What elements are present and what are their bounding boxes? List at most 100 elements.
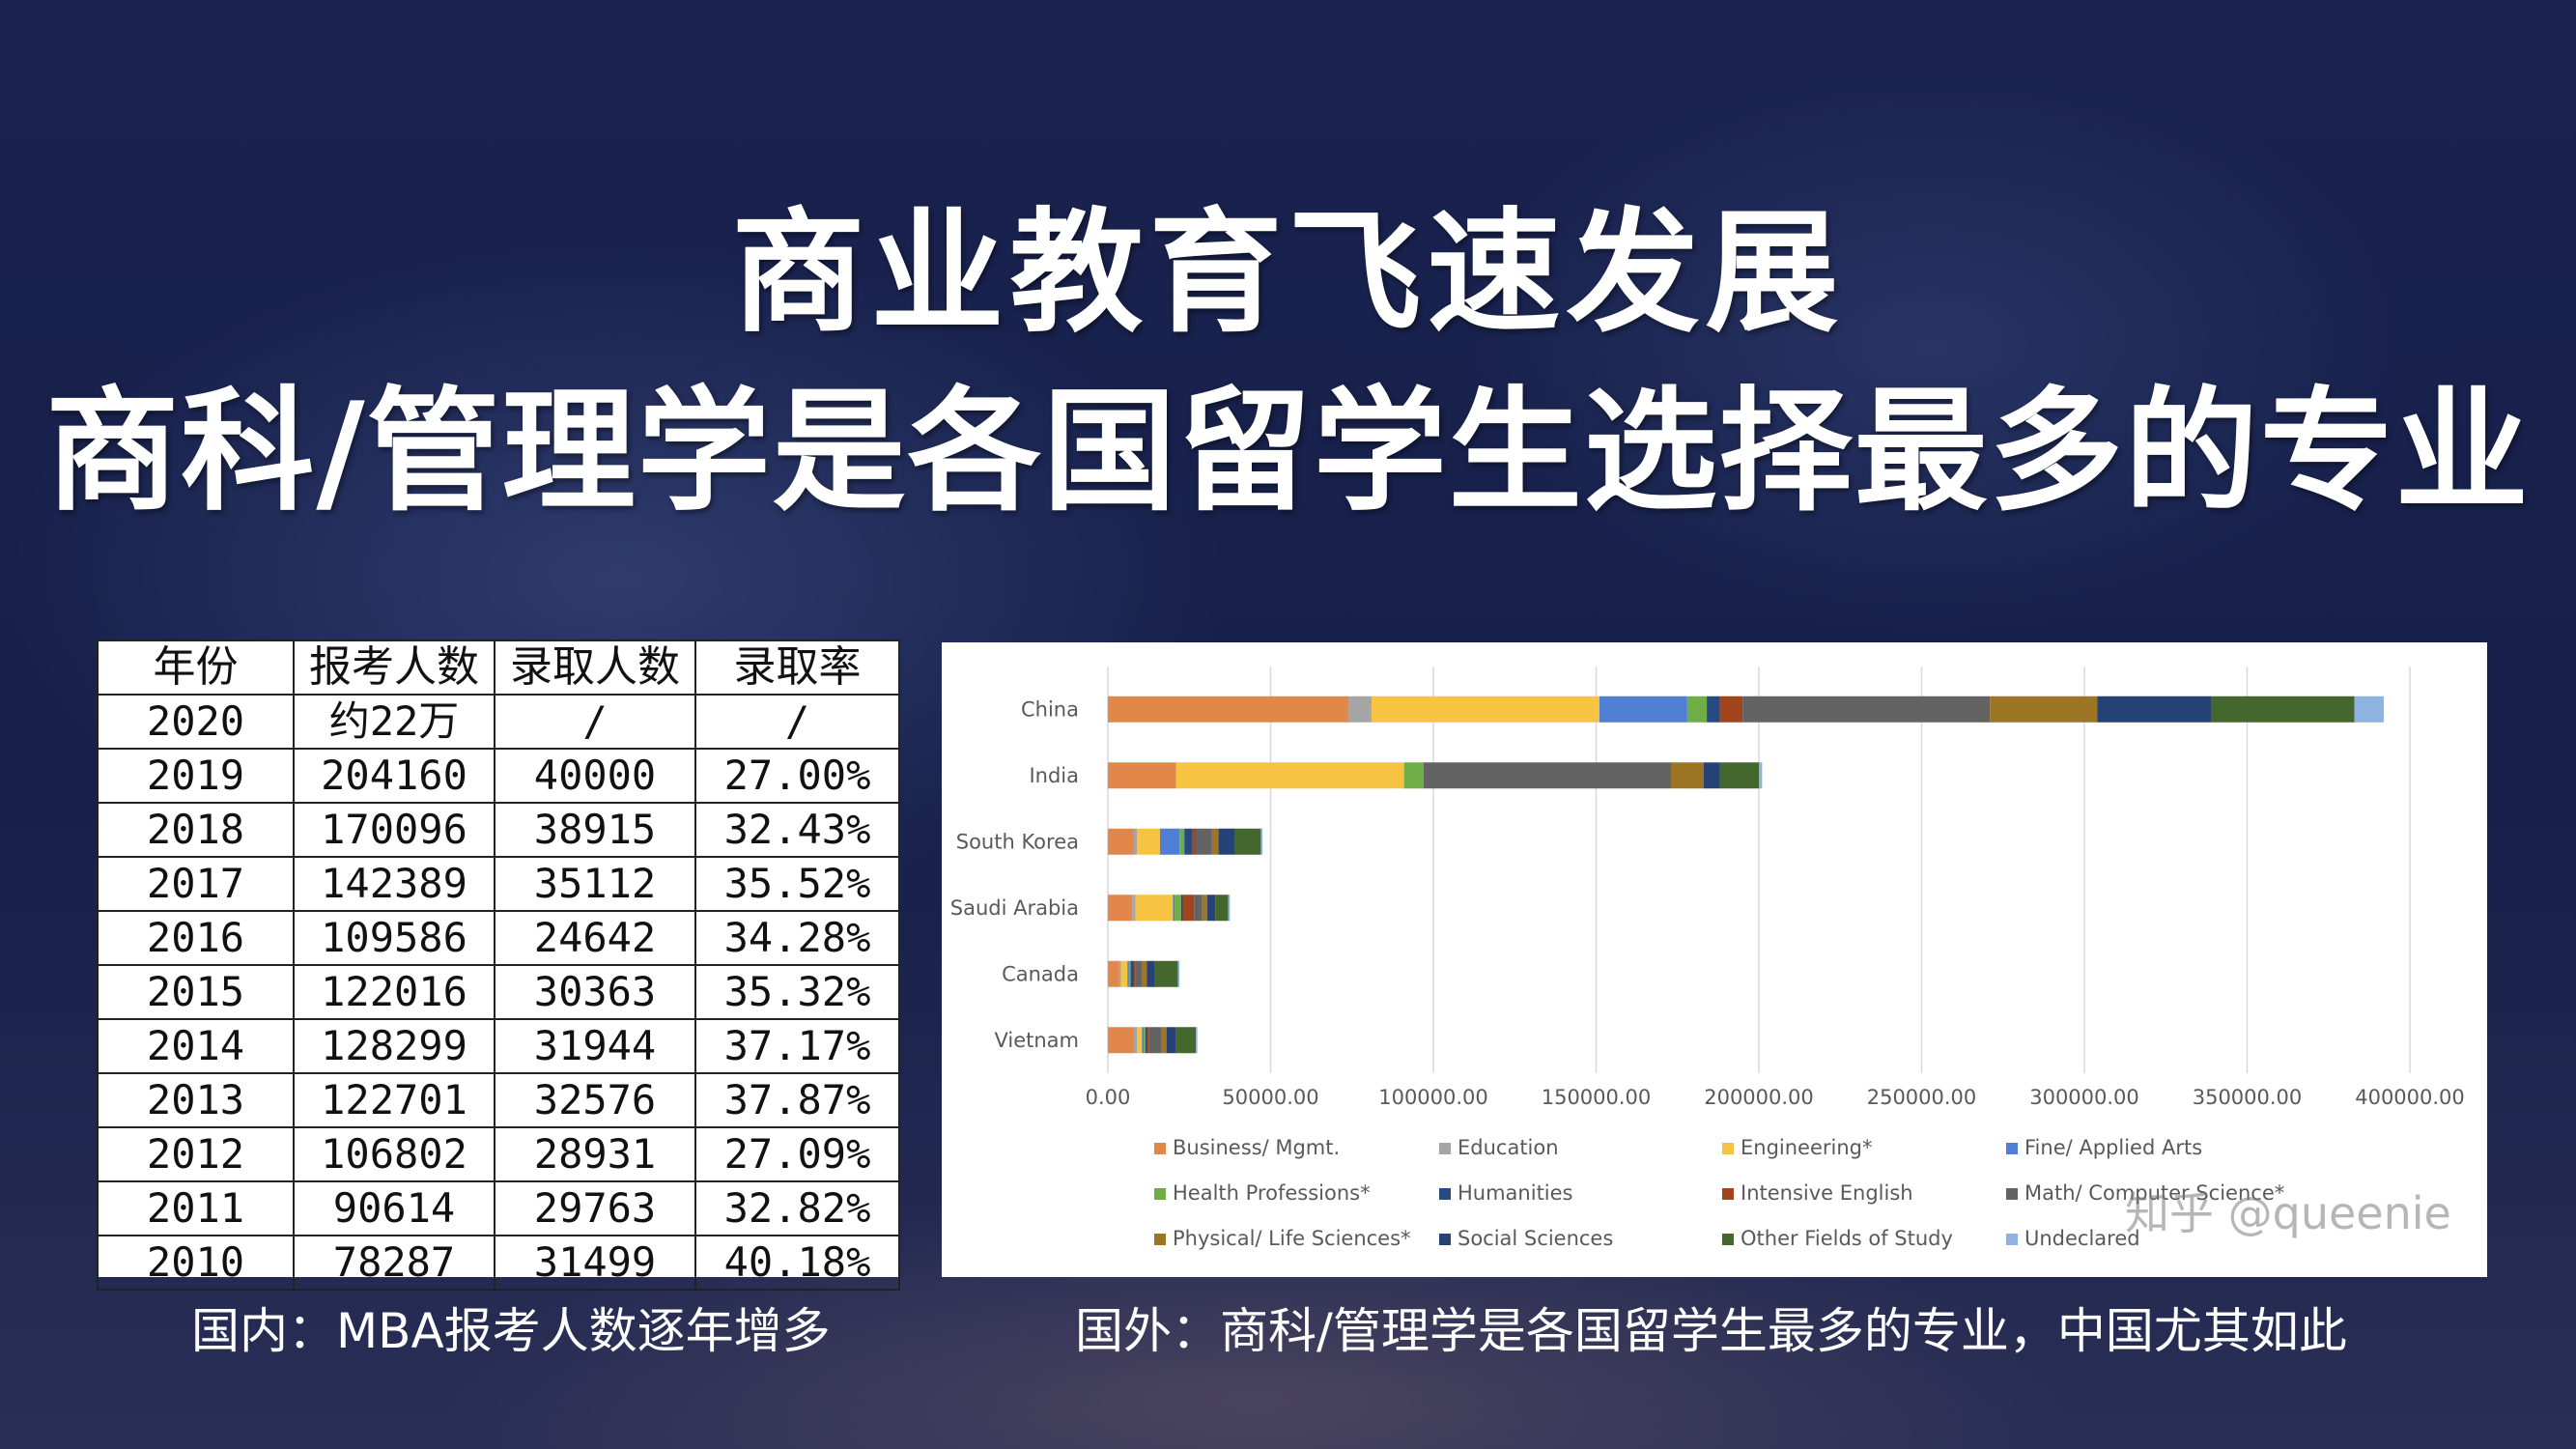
cell-admitted: 31499 xyxy=(494,1235,696,1291)
legend-swatch xyxy=(1154,1234,1166,1245)
cell-rate: 27.09% xyxy=(694,1126,900,1182)
caption-abroad: 国外：商科/管理学是各国留学生最多的专业，中国尤其如此 xyxy=(1075,1303,2347,1359)
main-title: 商业教育飞速发展 xyxy=(731,193,1845,351)
col-header-year: 年份 xyxy=(97,639,295,696)
table-header-row: 年份 报考人数 录取人数 录取率 xyxy=(97,639,900,696)
bar-segment xyxy=(1154,960,1178,987)
cell-admitted: 28931 xyxy=(494,1126,696,1182)
bar-segment xyxy=(1108,960,1119,987)
col-header-applicants: 报考人数 xyxy=(293,639,495,696)
cell-rate: 34.28% xyxy=(694,910,900,966)
legend-swatch xyxy=(2006,1188,2018,1200)
cell-rate: / xyxy=(694,694,900,750)
legend-label: Health Professions* xyxy=(1173,1181,1371,1205)
bar-segment xyxy=(1175,1027,1196,1054)
cell-year: 2013 xyxy=(97,1072,295,1128)
bar-segment xyxy=(1719,696,1743,723)
bar-segment xyxy=(1135,895,1174,922)
bar-segment xyxy=(1132,895,1136,922)
cell-rate: 35.52% xyxy=(694,856,900,912)
table-row: 2020 约22万 / / xyxy=(97,694,900,750)
bar-segment xyxy=(1423,762,1672,789)
cell-rate: 37.17% xyxy=(694,1018,900,1074)
x-tick-label: 250000.00 xyxy=(1867,1086,1977,1109)
bar-segment xyxy=(1599,696,1687,723)
bar-segment xyxy=(1135,960,1143,987)
cell-admitted: 40000 xyxy=(494,748,696,804)
bar-segment xyxy=(1180,895,1183,922)
table-row: 2012 106802 28931 27.09% xyxy=(97,1126,900,1182)
cell-rate: 35.32% xyxy=(694,964,900,1020)
bar-segment xyxy=(1192,828,1196,855)
cell-year: 2015 xyxy=(97,964,295,1020)
x-tick-label: 400000.00 xyxy=(2355,1086,2465,1109)
category-label: India xyxy=(1029,764,1079,787)
bar-segment xyxy=(1108,762,1176,789)
bar-segment xyxy=(1133,960,1136,987)
legend-swatch xyxy=(1154,1143,1166,1154)
legend-swatch xyxy=(1722,1143,1734,1154)
bar-segment xyxy=(1137,828,1160,855)
cell-rate: 32.82% xyxy=(694,1180,900,1236)
bar-segment xyxy=(1686,696,1708,723)
category-label: Vietnam xyxy=(994,1029,1079,1052)
cell-year: 2018 xyxy=(97,802,295,858)
bar-segment xyxy=(1202,895,1207,922)
bar-segment xyxy=(1108,895,1133,922)
cell-admitted: 32576 xyxy=(494,1072,696,1128)
x-tick-label: 150000.00 xyxy=(1542,1086,1652,1109)
bar-segment xyxy=(1719,762,1759,789)
bar-segment xyxy=(1173,895,1175,922)
cell-applicants: 109586 xyxy=(293,910,495,966)
cell-admitted: 24642 xyxy=(494,910,696,966)
bar-segment xyxy=(1133,828,1138,855)
cell-admitted: 38915 xyxy=(494,802,696,858)
bar-segment xyxy=(1211,828,1219,855)
cell-year: 2020 xyxy=(97,694,295,750)
table-row: 2019 204160 40000 27.00% xyxy=(97,748,900,804)
category-label: Canada xyxy=(1002,962,1079,985)
bar-segment xyxy=(1707,696,1720,723)
bar-segment xyxy=(1228,895,1231,922)
cell-admitted: 30363 xyxy=(494,964,696,1020)
bar-segment xyxy=(1133,1027,1138,1054)
legend-label: Engineering* xyxy=(1741,1136,1873,1159)
mba-table-panel: 年份 报考人数 录取人数 录取率 2020 约22万 //2019 204160 400… xyxy=(97,639,900,1291)
bar-segment xyxy=(1215,895,1229,922)
bar-segment xyxy=(2097,696,2212,723)
bar-segment xyxy=(2211,696,2355,723)
bar-segment xyxy=(1742,696,1991,723)
bar-segment xyxy=(1175,762,1404,789)
cell-year: 2019 xyxy=(97,748,295,804)
bar-segment xyxy=(1177,960,1180,987)
cell-admitted: 29763 xyxy=(494,1180,696,1236)
legend-swatch xyxy=(1439,1234,1451,1245)
legend-swatch xyxy=(1439,1188,1451,1200)
bar-segment xyxy=(1671,762,1704,789)
bar-segment xyxy=(1127,960,1129,987)
legend-swatch xyxy=(1722,1234,1734,1245)
cell-rate: 37.87% xyxy=(694,1072,900,1128)
legend-swatch xyxy=(1439,1143,1451,1154)
cell-year: 2016 xyxy=(97,910,295,966)
cell-rate: 27.00% xyxy=(694,748,900,804)
bar-segment xyxy=(1144,1027,1146,1054)
table-row: 2016 109586 24642 34.28% xyxy=(97,910,900,966)
table-row: 2018 170096 38915 32.43% xyxy=(97,802,900,858)
category-label: China xyxy=(1021,697,1079,721)
cell-year: 2011 xyxy=(97,1180,295,1236)
legend-label: Business/ Mgmt. xyxy=(1173,1136,1340,1159)
bar-segment xyxy=(1260,828,1263,855)
bar-segment xyxy=(1159,828,1180,855)
legend-swatch xyxy=(2006,1143,2018,1154)
mba-applicants-table: 年份 报考人数 录取人数 录取率 2020 约22万 //2019 204160 400… xyxy=(97,639,900,1291)
bar-segment xyxy=(1142,960,1147,987)
bar-segment xyxy=(1194,895,1203,922)
bar-segment xyxy=(1142,1027,1145,1054)
bar-segment xyxy=(1146,1027,1149,1054)
caption-domestic: 国内：MBA报考人数逐年增多 xyxy=(191,1303,831,1359)
cell-year: 2017 xyxy=(97,856,295,912)
bar-segment xyxy=(1108,696,1349,723)
bar-segment xyxy=(1108,828,1134,855)
chart-panel: 0.00 50000.00 100000.00 150000.00 200000.00 2… xyxy=(942,642,2487,1277)
